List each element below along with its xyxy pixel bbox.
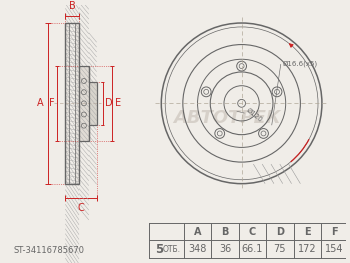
Text: 66.1: 66.1 [242, 244, 263, 254]
Text: 172: 172 [298, 244, 316, 254]
Text: 5: 5 [155, 243, 163, 256]
Text: D: D [276, 227, 284, 237]
Text: АВТОТРЕК: АВТОТРЕК [173, 109, 281, 127]
Text: 36: 36 [219, 244, 231, 254]
Text: B: B [69, 1, 76, 11]
Text: 75: 75 [274, 244, 286, 254]
Text: 154: 154 [326, 244, 344, 254]
Polygon shape [89, 82, 97, 125]
Text: A: A [194, 227, 201, 237]
Text: C: C [78, 203, 84, 213]
Text: F: F [49, 98, 55, 108]
Text: A: A [37, 98, 44, 108]
Text: D: D [105, 98, 113, 108]
Text: E: E [115, 98, 121, 108]
Text: ST-34116785670: ST-34116785670 [13, 246, 84, 255]
Polygon shape [69, 23, 75, 184]
Text: F: F [331, 227, 338, 237]
Text: Ø16.6(x5): Ø16.6(x5) [283, 61, 318, 68]
Text: ОТБ.: ОТБ. [163, 245, 181, 254]
Text: Ø120: Ø120 [246, 107, 264, 123]
Text: B: B [221, 227, 229, 237]
Polygon shape [65, 23, 79, 184]
Text: C: C [249, 227, 256, 237]
Text: 348: 348 [188, 244, 207, 254]
Text: E: E [304, 227, 310, 237]
Polygon shape [79, 66, 89, 140]
